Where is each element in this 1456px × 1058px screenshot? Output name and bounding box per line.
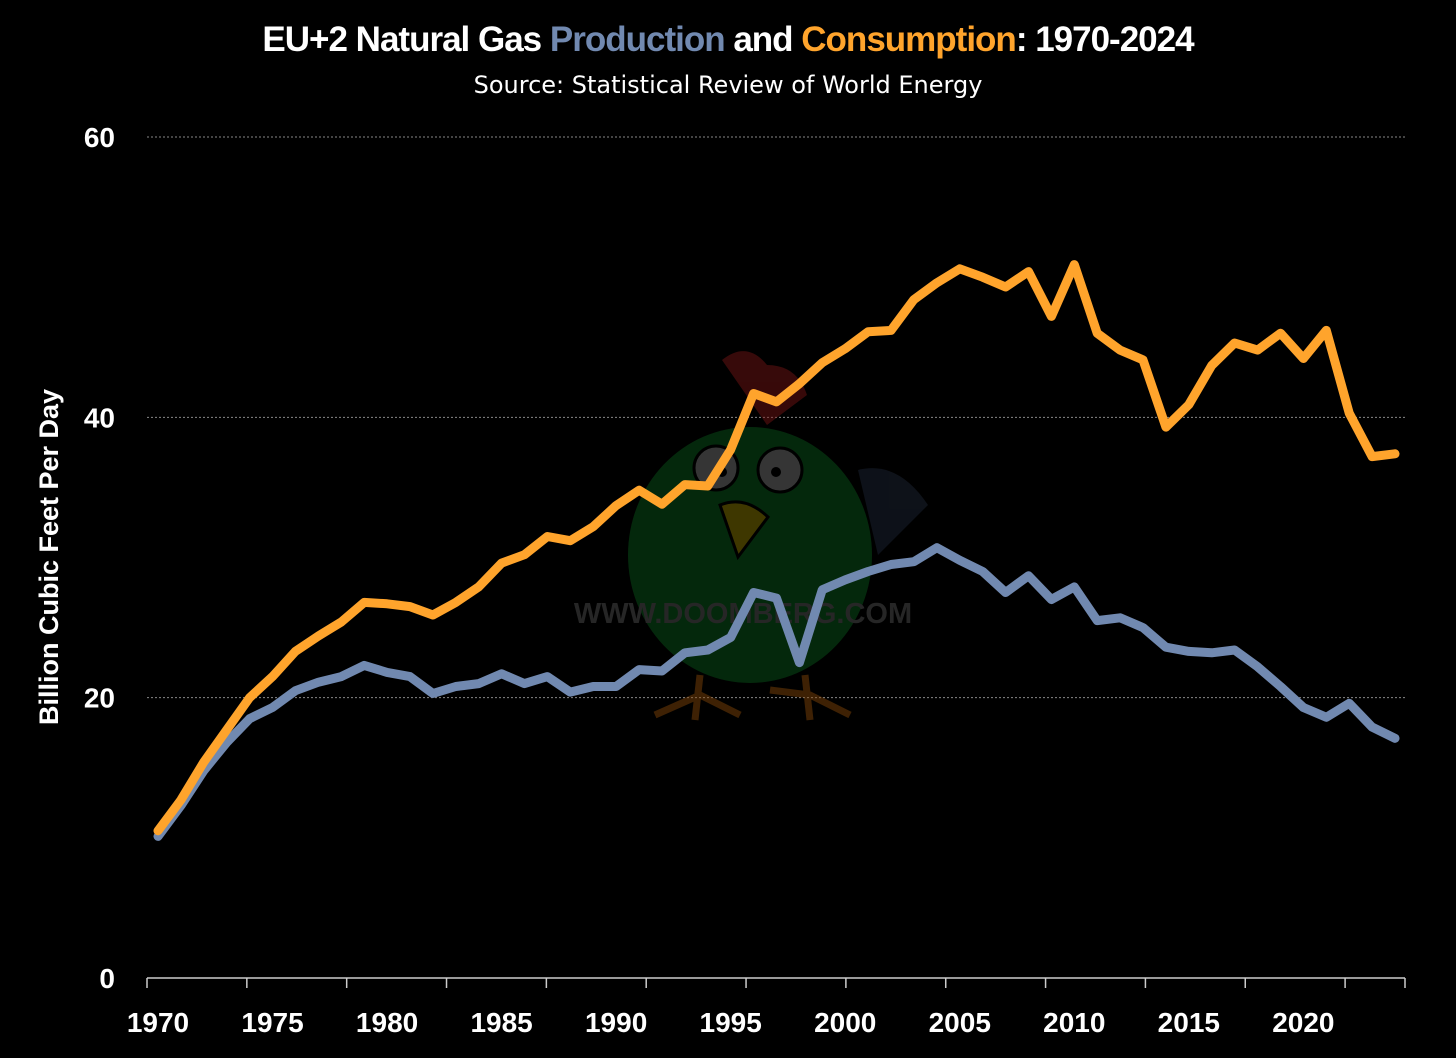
y-tick-label: 60 [84,122,115,153]
x-tick-label: 1990 [585,1007,647,1038]
series-lines [153,260,1400,841]
y-tick-label: 0 [99,963,115,994]
title-middle: and [724,20,802,59]
series-consumption-line [153,260,1400,836]
x-tick-label: 2020 [1272,1007,1334,1038]
y-tick-label: 40 [84,402,115,433]
chicken-feet [653,674,852,721]
doomberg-chicken-watermark: WWW.DOOMBERG.COM [574,351,928,721]
chicken-wing [858,468,928,555]
title-consumption: Consumption [801,20,1017,59]
x-tick-label: 2000 [814,1007,876,1038]
x-tick-label: 2015 [1158,1007,1220,1038]
x-tick-label: 1995 [700,1007,762,1038]
gridlines [147,136,1405,699]
x-tick-label: 1970 [127,1007,189,1038]
series-production-line [153,543,1400,841]
chicken-body [628,427,872,683]
x-tick-label: 1980 [356,1007,418,1038]
x-tick-label: 1985 [470,1007,532,1038]
y-tick-label: 20 [84,683,115,714]
x-tick-label: 2010 [1043,1007,1105,1038]
x-tick-label: 1975 [241,1007,303,1038]
chicken-beak [718,500,770,561]
chart-subtitle: Source: Statistical Review of World Ener… [473,71,983,99]
chart-title: EU+2 Natural Gas Production and Consumpt… [0,20,1456,60]
title-production: Production [549,20,726,59]
x-tick-label: 2005 [929,1007,991,1038]
title-prefix: EU+2 Natural Gas [262,20,550,59]
chicken-eye-right [756,446,804,494]
chicken-comb [722,351,807,425]
title-suffix: : 1970-2024 [1015,20,1195,59]
y-axis-label: Billion Cubic Feet Per Day [34,389,64,725]
axes: 0 20 40 60 1970 1975 1980 1985 1990 1995 2000 2005 2… [84,122,1406,1038]
